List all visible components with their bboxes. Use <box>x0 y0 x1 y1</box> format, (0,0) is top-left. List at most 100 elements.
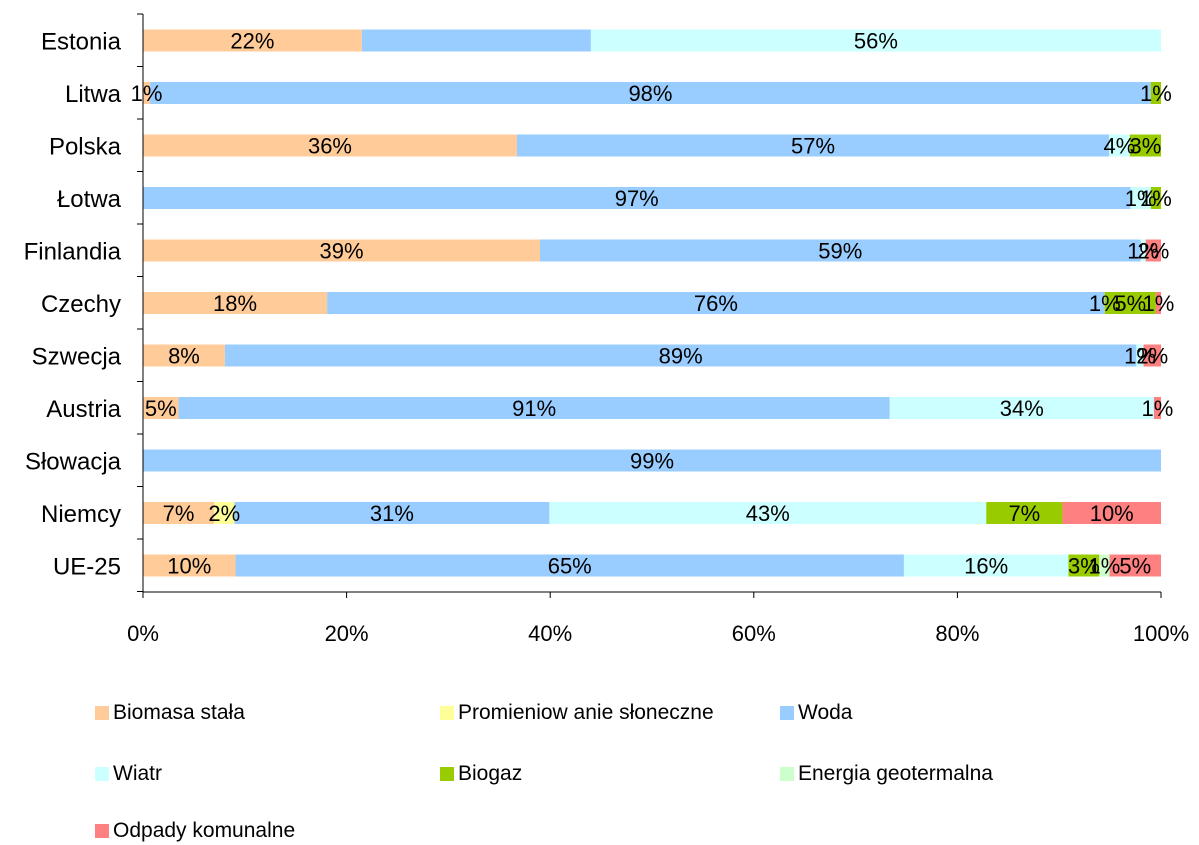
bar-segment <box>1140 239 1146 262</box>
bar-segment <box>143 344 225 367</box>
bar-segment <box>143 292 328 314</box>
bars-layer <box>143 29 1161 577</box>
bar-segment <box>1130 187 1151 209</box>
bar-segment <box>549 502 987 524</box>
data-label: 1% <box>1124 344 1156 369</box>
bar-segment <box>143 239 541 262</box>
data-label: 1% <box>1125 186 1157 211</box>
category-label: Niemcy <box>41 501 121 528</box>
bar-segment <box>214 502 235 524</box>
bar-segment <box>143 29 362 52</box>
bar-segment <box>986 502 1063 524</box>
data-label: 1% <box>1143 291 1175 316</box>
bar-segment <box>590 29 1161 52</box>
x-tick-label: 80% <box>935 621 979 646</box>
data-label: 76% <box>694 291 738 316</box>
bar-segment <box>1104 292 1156 314</box>
data-label: 1% <box>1127 239 1159 264</box>
data-label: 99% <box>630 449 674 474</box>
data-label: 3% <box>1068 554 1100 579</box>
category-label: Łotwa <box>57 186 122 213</box>
bar-segment <box>516 134 1110 157</box>
bar-segment <box>143 554 236 577</box>
data-label: 1% <box>1140 81 1172 106</box>
data-label: 18% <box>213 291 257 316</box>
data-label: 5% <box>1114 291 1146 316</box>
data-label: 2% <box>208 501 240 526</box>
data-label: 91% <box>512 396 556 421</box>
bar-segment <box>150 82 1151 104</box>
category-label: Estonia <box>41 29 122 56</box>
data-label: 3% <box>1130 134 1162 159</box>
bar-segment <box>327 292 1105 314</box>
bar-segment <box>1109 134 1130 157</box>
data-label: 5% <box>145 396 177 421</box>
data-label: 22% <box>230 29 274 54</box>
data-label: 59% <box>818 239 862 264</box>
data-label: 56% <box>854 29 898 54</box>
data-label: 34% <box>1000 396 1044 421</box>
data-label: 10% <box>1090 501 1134 526</box>
bar-segment <box>143 187 1131 209</box>
bar-segment <box>903 554 1069 577</box>
data-label: 16% <box>964 554 1008 579</box>
bar-segment <box>1099 554 1110 577</box>
data-label: 7% <box>163 501 195 526</box>
bar-segment <box>1136 344 1144 367</box>
bar-segment <box>1150 82 1161 104</box>
bar-segment <box>143 134 517 157</box>
data-label: 1% <box>1142 396 1174 421</box>
data-label: 1% <box>131 81 163 106</box>
bar-segment <box>178 397 890 419</box>
data-label: 39% <box>319 239 363 264</box>
data-label: 10% <box>167 554 211 579</box>
x-tick-label: 40% <box>528 621 572 646</box>
x-tick-label: 60% <box>732 621 776 646</box>
bar-segment <box>1150 187 1161 209</box>
data-labels-layer: 22% 56%1% 98% 1%36% 57% 4%3%97% 1%1%39% 59% 1%2%… <box>131 29 1175 579</box>
bar-segment <box>1143 344 1161 367</box>
data-label: 1% <box>1089 291 1121 316</box>
category-label: UE-25 <box>53 554 121 581</box>
data-label: 89% <box>659 344 703 369</box>
data-label: 36% <box>308 134 352 159</box>
data-label: 1% <box>1140 186 1172 211</box>
bar-segment <box>1153 397 1161 419</box>
data-label: 98% <box>628 81 672 106</box>
axes-layer: Estonia Litwa Polska Łotwa Finlandia Czechy Sz… <box>24 13 1189 646</box>
bar-segment <box>143 397 179 419</box>
data-label: 43% <box>746 501 790 526</box>
category-label: Słowacja <box>25 449 122 476</box>
bar-segment <box>540 239 1141 262</box>
data-label: 65% <box>548 554 592 579</box>
category-label: Polska <box>49 134 122 161</box>
bar-segment <box>143 82 151 104</box>
category-label: Czechy <box>41 291 121 318</box>
data-label: 7% <box>1008 501 1040 526</box>
data-label: 57% <box>791 134 835 159</box>
bar-segment <box>889 397 1154 419</box>
data-label: 31% <box>370 501 414 526</box>
x-tick-label: 100% <box>1133 621 1189 646</box>
bar-segment <box>234 502 550 524</box>
category-label: Finlandia <box>24 239 122 266</box>
data-label: 2% <box>1136 344 1168 369</box>
data-label: 8% <box>168 344 200 369</box>
data-label: 1% <box>1089 554 1121 579</box>
bar-segment <box>224 344 1137 367</box>
bar-segment <box>1062 502 1161 524</box>
category-label: Litwa <box>65 81 122 108</box>
bar-segment <box>143 449 1161 472</box>
bar-segment <box>361 29 591 52</box>
x-tick-label: 20% <box>325 621 369 646</box>
x-tick-label: 0% <box>127 621 159 646</box>
data-label: 5% <box>1119 554 1151 579</box>
category-label: Austria <box>46 396 121 423</box>
bar-segment <box>235 554 904 577</box>
data-label: 97% <box>615 186 659 211</box>
bar-segment <box>143 502 215 524</box>
bar-segment <box>1129 134 1161 157</box>
bar-segment <box>1155 292 1161 314</box>
category-label: Szwecja <box>32 344 122 371</box>
